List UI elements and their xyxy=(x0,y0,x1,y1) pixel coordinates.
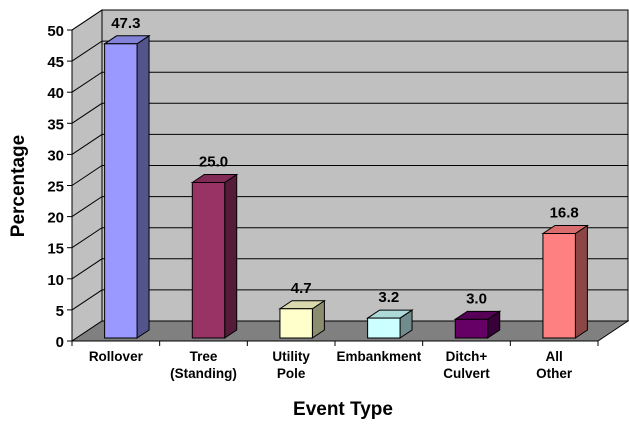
y-gridline xyxy=(71,165,628,186)
y-tick-label: 15 xyxy=(47,241,64,258)
y-axis-title: Percentage xyxy=(8,135,29,237)
y-tick-label: 30 xyxy=(47,147,64,164)
bar-front-face xyxy=(191,182,226,339)
y-tick-label: 35 xyxy=(47,116,64,133)
bar xyxy=(190,173,239,339)
bar-front-face xyxy=(104,43,138,339)
y-tick-label: 45 xyxy=(47,54,64,71)
y-gridline xyxy=(71,40,628,62)
y-tick-label: 0 xyxy=(56,334,64,351)
data-label: 3.0 xyxy=(466,290,487,307)
data-label: 25.0 xyxy=(199,154,228,171)
y-tick-label: 20 xyxy=(47,210,64,227)
y-gridline xyxy=(71,227,628,249)
y-tick-label: 25 xyxy=(47,179,64,196)
bar xyxy=(102,34,151,339)
y-gridline xyxy=(71,102,628,124)
bar xyxy=(541,224,590,339)
y-tick-label: 10 xyxy=(47,272,64,289)
x-tick-label: Utility Pole xyxy=(272,349,310,381)
x-tick-label: Embankment xyxy=(336,349,421,364)
bar-side-face xyxy=(224,173,238,339)
y-gridline xyxy=(71,258,628,280)
bar-side-face xyxy=(136,34,150,339)
bar-front-face xyxy=(454,318,489,339)
bar xyxy=(365,309,414,339)
x-tick-label: Tree (Standing) xyxy=(170,349,237,381)
y-gridline xyxy=(71,196,628,218)
x-tick-label: Rollover xyxy=(89,349,144,364)
data-label: 4.7 xyxy=(291,280,312,297)
y-gridline xyxy=(71,71,628,93)
bar-front-face xyxy=(542,233,576,339)
data-label: 3.2 xyxy=(378,289,399,306)
bar-front-face xyxy=(367,317,401,339)
bar-side-face xyxy=(574,224,588,339)
bar-front-face xyxy=(279,308,313,339)
bar xyxy=(453,310,502,339)
y-tick-label: 40 xyxy=(47,85,64,102)
y-tick-label: 50 xyxy=(47,23,64,40)
x-tick-label: Ditch+ Culvert xyxy=(443,349,490,381)
data-label: 16.8 xyxy=(550,205,579,222)
bar xyxy=(278,299,327,339)
y-gridline xyxy=(71,133,628,155)
y-tick-label: 5 xyxy=(56,303,64,320)
y-gridline xyxy=(71,289,628,311)
y-gridline xyxy=(71,9,628,31)
data-label: 47.3 xyxy=(111,15,140,32)
x-tick-label: All Other xyxy=(536,349,573,381)
x-axis-title: Event Type xyxy=(293,399,393,420)
